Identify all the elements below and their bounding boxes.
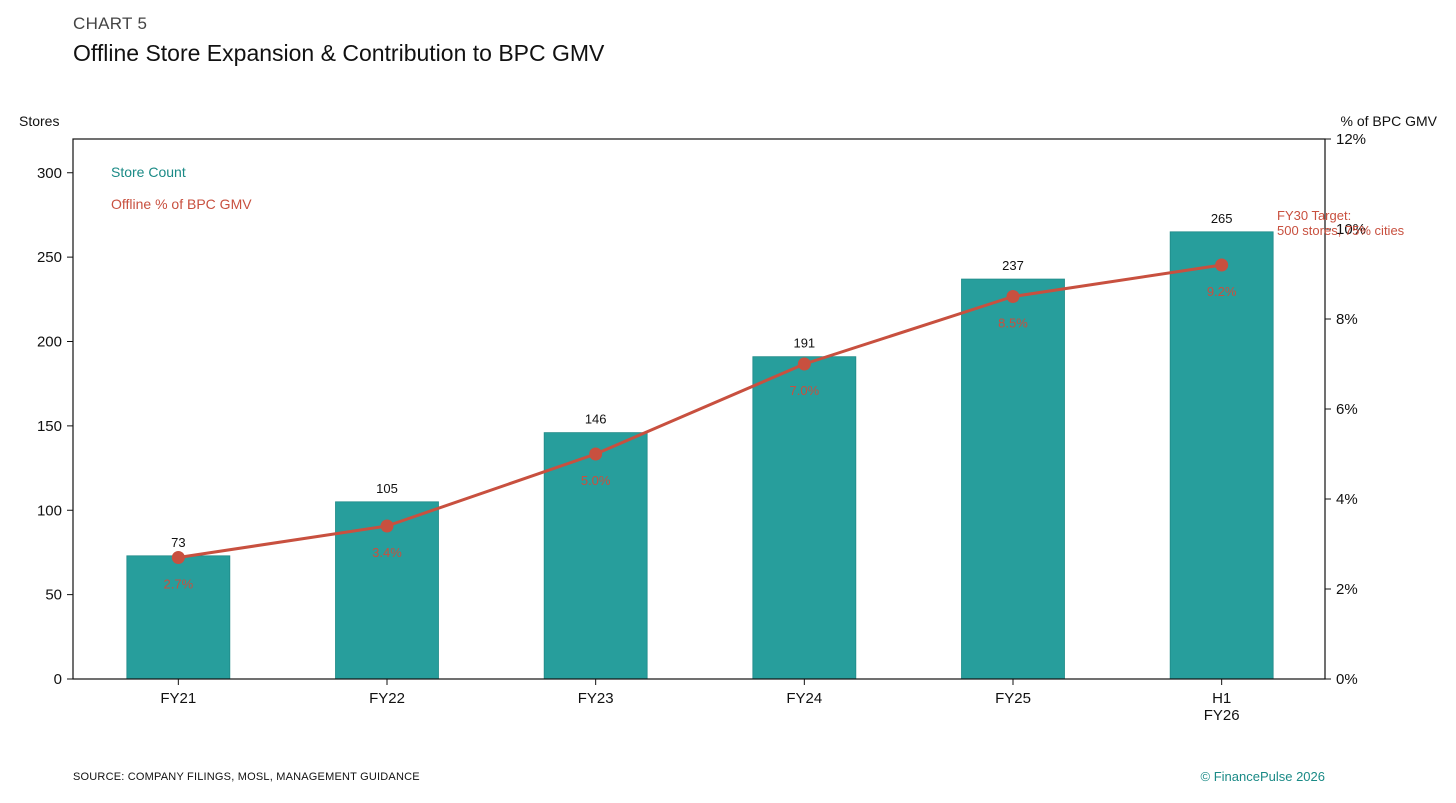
- target-annotation-line-1: 500 stores, 75% cities: [1277, 223, 1405, 238]
- chart-kicker: CHART 5: [73, 14, 148, 33]
- line-path: [178, 263, 1222, 559]
- bar-value-label-4: 237: [1002, 258, 1024, 273]
- x-tick-label-5-0: H1: [1212, 690, 1231, 707]
- left-axis-title: Stores: [19, 113, 59, 129]
- right-tick-label-3: 6%: [1336, 401, 1358, 418]
- bar-value-label-5: 265: [1211, 211, 1233, 226]
- right-tick-label-1: 2%: [1336, 581, 1358, 598]
- left-tick-label-2: 100: [37, 502, 62, 519]
- right-tick-label-2: 4%: [1336, 491, 1358, 508]
- bar-value-label-1: 105: [376, 481, 398, 496]
- bar-0: [126, 555, 231, 680]
- legend-item-offline-share: Offline % of BPC GMV: [111, 196, 252, 212]
- axes: 0 50 100 150 200 250 300 0% 2% 4% 6% 8% 10% 12% FY21 FY…: [19, 113, 1438, 724]
- x-tick-label-4-0: FY25: [995, 690, 1031, 707]
- left-tick-label-5: 250: [37, 249, 62, 266]
- left-tick-label-4: 200: [37, 334, 62, 351]
- x-tick-label-0-0: FY21: [160, 690, 196, 707]
- bar-value-label-0: 73: [171, 535, 185, 550]
- left-tick-label-3: 150: [37, 418, 62, 435]
- chart-title: Offline Store Expansion & Contribution t…: [73, 40, 605, 66]
- bar-series: [126, 231, 1274, 680]
- line-point-3: [797, 357, 811, 371]
- right-tick-label-5: 10%: [1336, 221, 1366, 238]
- x-tick-label-1-0: FY22: [369, 690, 405, 707]
- bar-5: [1169, 231, 1274, 680]
- right-tick-label-6: 12%: [1336, 131, 1366, 148]
- target-annotation-line-0: FY30 Target:: [1277, 208, 1351, 223]
- x-tick-label-5-1: FY26: [1204, 707, 1240, 724]
- line-value-label-0: 2.7%: [164, 577, 194, 592]
- bar-3: [752, 356, 857, 680]
- right-tick-label-0: 0%: [1336, 671, 1358, 688]
- right-tick-label-4: 8%: [1336, 311, 1358, 328]
- line-point-2: [589, 447, 603, 461]
- line-point-4: [1006, 290, 1020, 303]
- legend-item-store-count: Store Count: [111, 164, 186, 180]
- credit-note: © FinancePulse 2026: [1200, 769, 1326, 784]
- bar-2: [543, 432, 648, 680]
- line-point-0: [171, 551, 185, 564]
- left-tick-label-1: 50: [45, 587, 62, 604]
- line-point-5: [1215, 258, 1229, 272]
- line-value-label-3: 7.0%: [790, 383, 820, 398]
- line-value-label-1: 3.4%: [372, 545, 402, 560]
- x-tick-label-2-0: FY23: [578, 690, 614, 707]
- left-tick-label-0: 0: [54, 671, 62, 688]
- source-note: SOURCE: COMPANY FILINGS, MOSL, MANAGEMEN…: [73, 771, 420, 783]
- x-tick-label-3-0: FY24: [786, 690, 822, 707]
- line-value-label-2: 5.0%: [581, 473, 611, 488]
- bar-4: [961, 278, 1065, 680]
- line-value-label-4: 8.5%: [998, 316, 1028, 331]
- bar-value-label-2: 146: [585, 412, 607, 427]
- line-value-label-5: 9.2%: [1207, 284, 1237, 299]
- line-point-1: [380, 519, 394, 533]
- labels: 73 105 146 191 237 265 2.7% 3.4% 5.0% 7.0% 8.5% 9.2…: [111, 164, 1405, 592]
- bar-value-label-3: 191: [793, 336, 815, 351]
- right-axis-title: % of BPC GMV: [1341, 113, 1438, 129]
- left-tick-label-6: 300: [37, 165, 62, 182]
- line-series: [171, 258, 1229, 564]
